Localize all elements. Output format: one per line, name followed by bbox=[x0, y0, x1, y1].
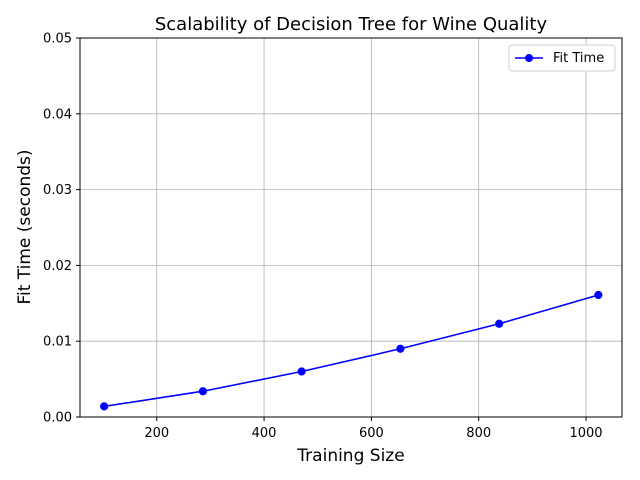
x-tick-label: 400 bbox=[252, 426, 277, 441]
chart-title: Scalability of Decision Tree for Wine Qu… bbox=[155, 14, 548, 35]
data-point-fit-time bbox=[396, 344, 405, 353]
y-tick-label: 0.05 bbox=[43, 32, 72, 47]
x-tick-label: 600 bbox=[359, 426, 384, 441]
plot-frame bbox=[79, 37, 623, 418]
data-point-fit-time bbox=[297, 367, 306, 376]
y-tick-label: 0.02 bbox=[43, 259, 72, 274]
legend-label-fit-time: Fit Time bbox=[553, 51, 604, 66]
legend-marker-fit-time bbox=[525, 54, 533, 62]
x-tick-label: 800 bbox=[466, 426, 491, 441]
y-tick-label: 0.04 bbox=[43, 107, 72, 122]
y-tick-label: 0.03 bbox=[43, 183, 72, 198]
x-tick-label: 200 bbox=[144, 426, 169, 441]
y-axis-label: Fit Time (seconds) bbox=[15, 149, 35, 304]
x-axis-label: Training Size bbox=[296, 446, 404, 466]
data-point-fit-time bbox=[594, 290, 603, 300]
y-tick-label: 0.00 bbox=[43, 411, 72, 426]
x-tick-label: 1000 bbox=[569, 426, 602, 441]
data-point-fit-time bbox=[100, 402, 109, 411]
legend: Fit Time bbox=[508, 44, 616, 72]
y-axis-ticks: 0.00 0.01 0.02 0.03 0.04 0.05 bbox=[43, 32, 80, 426]
data-point-fit-time bbox=[198, 387, 207, 396]
x-axis-ticks: 200 400 600 800 1000 bbox=[144, 417, 603, 441]
legend-box bbox=[508, 44, 616, 72]
data-point-fit-time bbox=[495, 319, 504, 328]
y-tick-label: 0.01 bbox=[43, 335, 72, 350]
series-line-fit-time bbox=[104, 294, 599, 408]
series-layer bbox=[100, 290, 603, 411]
